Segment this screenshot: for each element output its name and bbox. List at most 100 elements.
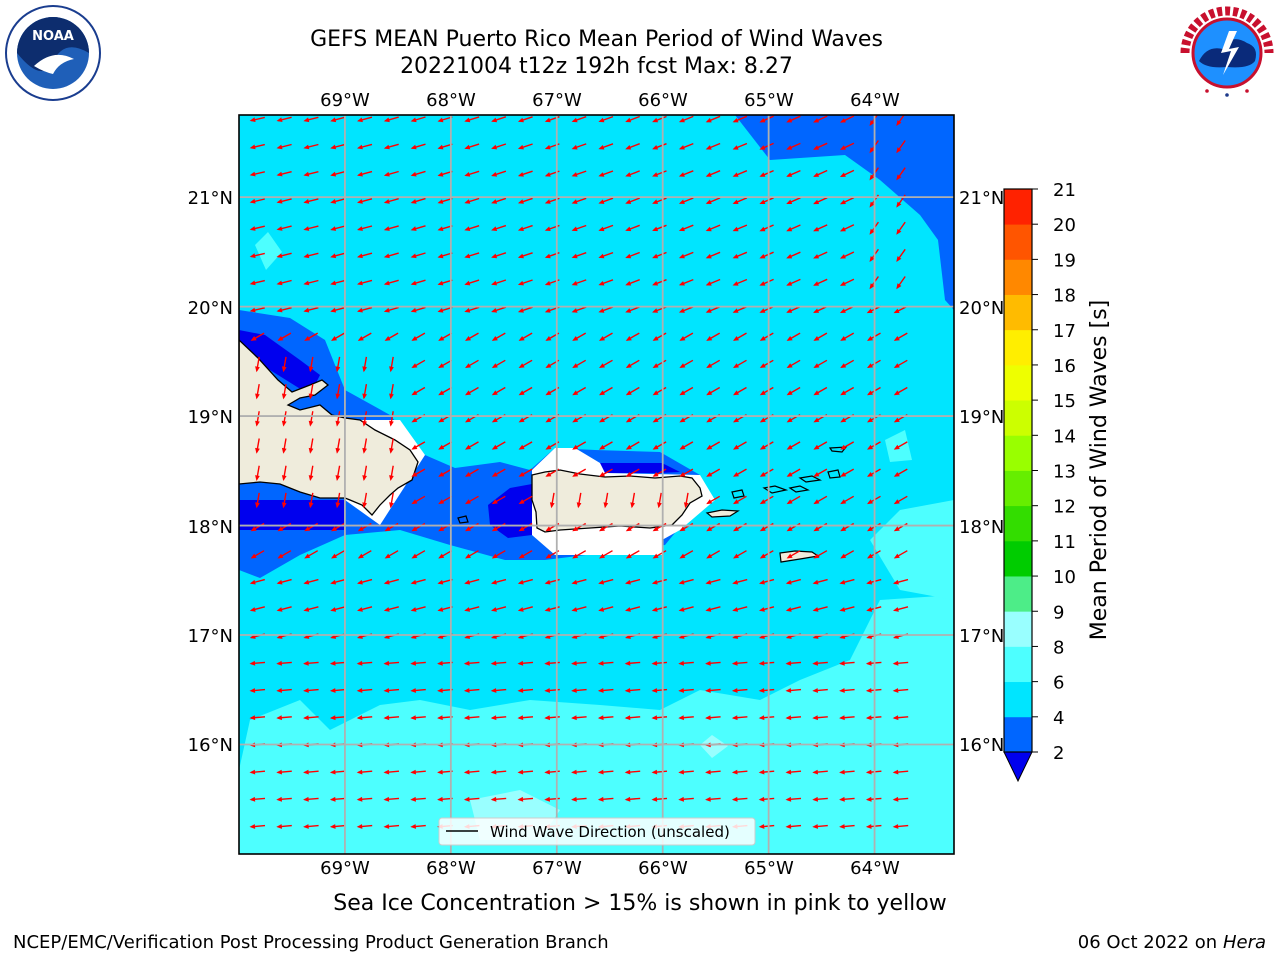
wave-arrow-head	[517, 308, 524, 313]
wave-arrow-head	[679, 444, 686, 450]
wave-arrow-head	[491, 499, 498, 505]
wave-arrow-head	[518, 553, 525, 559]
wave-arrow-head	[308, 475, 314, 481]
sea-ice-caption: Sea Ice Concentration > 15% is shown in …	[333, 891, 947, 916]
wave-arrow-head	[356, 660, 363, 666]
colorbar-tick-label: 16	[1053, 356, 1076, 377]
wave-arrow-head	[759, 281, 766, 286]
wave-arrow-head	[733, 526, 739, 532]
wave-arrow-head	[599, 363, 605, 368]
wave-arrow-head	[598, 226, 605, 232]
wave-arrow-head	[786, 226, 793, 232]
wave-arrow-head	[545, 390, 552, 396]
wave-arrow-head	[544, 308, 551, 313]
lat-tick-label: 17°N	[188, 626, 233, 647]
wave-arrow-head	[544, 199, 551, 204]
wave-arrow-head	[438, 526, 445, 532]
wave-arrow-head	[893, 472, 900, 477]
wave-arrow-head	[465, 417, 471, 423]
wave-arrow-head	[544, 688, 550, 693]
wave-arrow-head	[464, 172, 471, 177]
wave-arrow-head	[303, 607, 310, 612]
wave-arrow-head	[276, 579, 283, 585]
wave-arrow-head	[625, 444, 632, 450]
map-frame	[238, 114, 955, 855]
wave-arrow-head	[731, 769, 738, 775]
wave-arrow-head	[437, 715, 443, 721]
wave-arrow-head	[249, 579, 256, 585]
wave-arrow-head	[705, 226, 712, 232]
wave-arrow-head	[410, 307, 417, 313]
wave-arrow-head	[335, 475, 341, 481]
wave-arrow-head	[362, 502, 367, 509]
wave-arrow-head	[383, 226, 390, 231]
wave-arrow-head	[652, 444, 659, 450]
wave-arrow-head	[867, 417, 873, 423]
wave-arrow-head	[812, 769, 818, 775]
wave-arrow-head	[464, 117, 471, 123]
wave-arrow-head	[867, 472, 873, 477]
wave-arrow-head	[276, 607, 283, 612]
wave-arrow-head	[383, 715, 390, 721]
lat-tick-label: 21°N	[188, 188, 233, 209]
wave-arrow-head	[517, 769, 524, 775]
wave-arrow-head	[281, 393, 287, 400]
wave-arrow-head	[785, 824, 792, 829]
wave-arrow-head	[759, 417, 766, 423]
wave-arrow-head	[357, 144, 363, 150]
wave-arrow-head	[599, 553, 605, 559]
wave-arrow-head	[517, 607, 524, 612]
wave-arrow-head	[786, 199, 793, 204]
wave-arrow-head	[518, 336, 525, 341]
wave-arrow-head	[410, 171, 417, 177]
wave-arrow-head	[465, 472, 471, 477]
wave-arrow-head	[652, 172, 659, 177]
wave-arrow-head	[410, 607, 417, 612]
lat-tick-label: 16°N	[959, 735, 1004, 756]
lon-tick-label: 68°W	[426, 90, 476, 111]
wave-arrow-head	[491, 172, 498, 177]
wave-arrow-head	[281, 502, 287, 509]
wave-arrow-head	[464, 144, 471, 150]
wave-arrow-head	[893, 607, 899, 612]
wave-arrow-head	[517, 117, 524, 123]
wave-arrow-head	[758, 824, 765, 829]
graticule	[239, 115, 954, 854]
wave-arrow-head	[572, 363, 579, 368]
wave-arrow-head	[329, 715, 336, 721]
wave-arrow-head	[383, 579, 390, 585]
wave-arrow-head	[840, 390, 847, 396]
wave-arrow-head	[786, 390, 793, 396]
wave-arrow-head	[249, 769, 256, 775]
lat-tick-label: 21°N	[959, 188, 1004, 209]
colorbar-tick-label: 9	[1053, 602, 1064, 623]
wave-arrow-head	[384, 553, 391, 559]
wave-arrow-head	[706, 417, 713, 423]
wave-arrow-head	[840, 336, 847, 341]
wave-arrow-head	[705, 145, 712, 150]
wave-arrow-head	[276, 144, 283, 150]
wave-arrow-head	[491, 253, 498, 259]
lat-ticks-left: 21°N 20°N 19°N 18°N 17°N 16°N	[188, 188, 233, 756]
wave-arrow-head	[357, 226, 363, 231]
wave-arrow-head	[411, 499, 418, 505]
wave-arrow-head	[896, 201, 902, 208]
wave-arrow-head	[599, 417, 605, 423]
wave-arrow-head	[865, 715, 872, 721]
wave-arrow-head	[840, 499, 847, 505]
wave-arrow-head	[518, 526, 525, 532]
wave-arrow-head	[517, 226, 524, 231]
wave-arrow-head	[678, 688, 684, 693]
wave-arrow-head	[678, 281, 685, 286]
wave-arrow-head	[786, 363, 793, 368]
wave-arrow-head	[785, 796, 792, 802]
wave-arrow-head	[839, 715, 845, 721]
wave-arrow-head	[491, 363, 498, 368]
wave-arrow-head	[869, 174, 875, 181]
wave-arrow-head	[544, 579, 551, 585]
wave-arrow-head	[383, 117, 390, 123]
wave-arrow-head	[759, 308, 766, 313]
wave-arrow-head	[249, 607, 256, 612]
wave-arrow-head	[705, 281, 712, 286]
colorbar-tick-label: 2	[1053, 743, 1064, 764]
